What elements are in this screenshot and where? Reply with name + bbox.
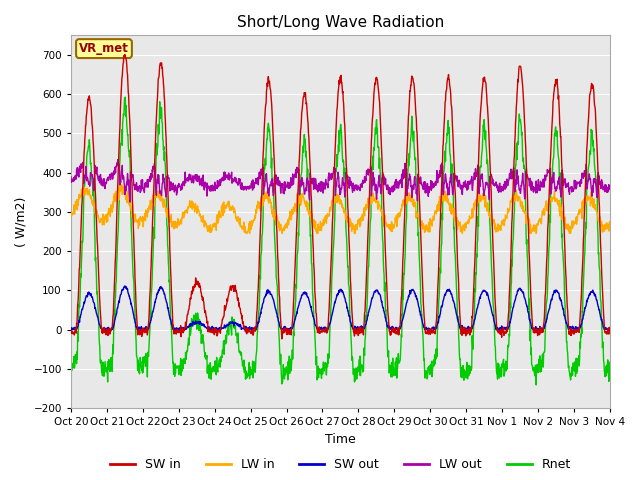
Legend: SW in, LW in, SW out, LW out, Rnet: SW in, LW in, SW out, LW out, Rnet — [105, 453, 576, 476]
Title: Short/Long Wave Radiation: Short/Long Wave Radiation — [237, 15, 444, 30]
Text: VR_met: VR_met — [79, 42, 129, 55]
X-axis label: Time: Time — [325, 432, 356, 445]
Y-axis label: ( W/m2): ( W/m2) — [15, 196, 28, 247]
